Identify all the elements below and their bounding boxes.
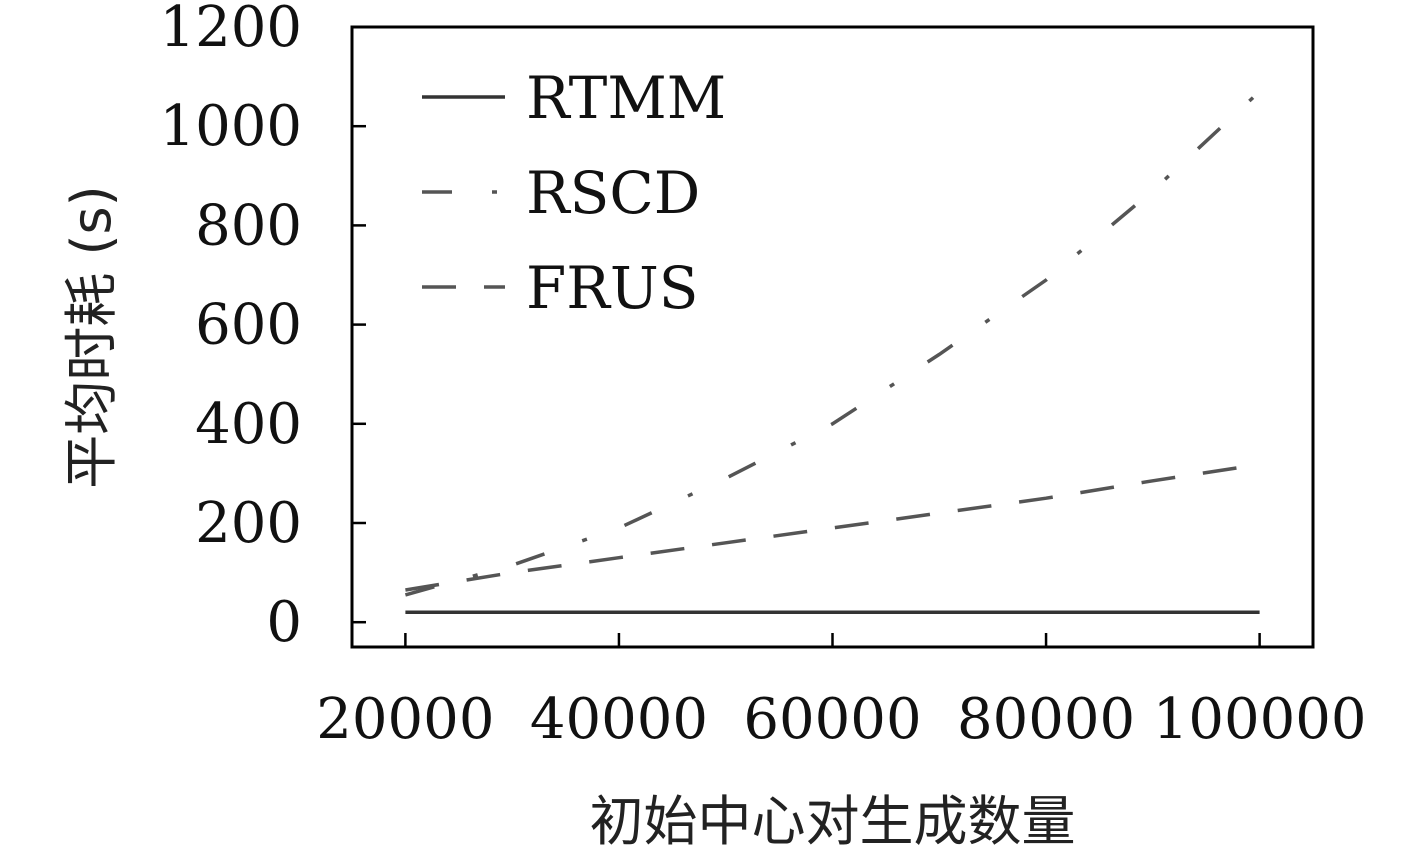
x-tick-label: 20000 [316,687,494,752]
x-tick-label: 40000 [530,687,708,752]
y-tick-label: 400 [195,392,302,457]
y-tick-label: 0 [266,590,302,655]
y-tick-label: 1200 [159,0,302,60]
legend-label-rtmm: RTMM [526,64,726,132]
axes-group: 20000 40000 60000 80000 100000 0 200 400 600 800 1… [159,0,1366,752]
legend-label-frus: FRUS [526,254,699,322]
legend-label-rscd: RSCD [526,159,700,227]
y-tick-label: 800 [195,193,302,258]
x-axis-title: 初始中心对生成数量 [590,790,1076,853]
y-tick-label: 1000 [159,94,302,159]
x-tick-label: 80000 [957,687,1135,752]
y-tick-label: 600 [195,293,302,358]
series-line-rscd [404,90,1261,597]
legend: RTMM RSCD FRUS [422,64,726,322]
plot-frame [350,25,1315,649]
series-line-frus [405,462,1260,592]
x-tick-label: 60000 [743,687,921,752]
y-tick-label: 200 [195,491,302,556]
y-axis-title: 平均时耗 (s) [60,185,123,488]
series-group [404,90,1261,615]
x-tick-label: 100000 [1153,687,1367,752]
